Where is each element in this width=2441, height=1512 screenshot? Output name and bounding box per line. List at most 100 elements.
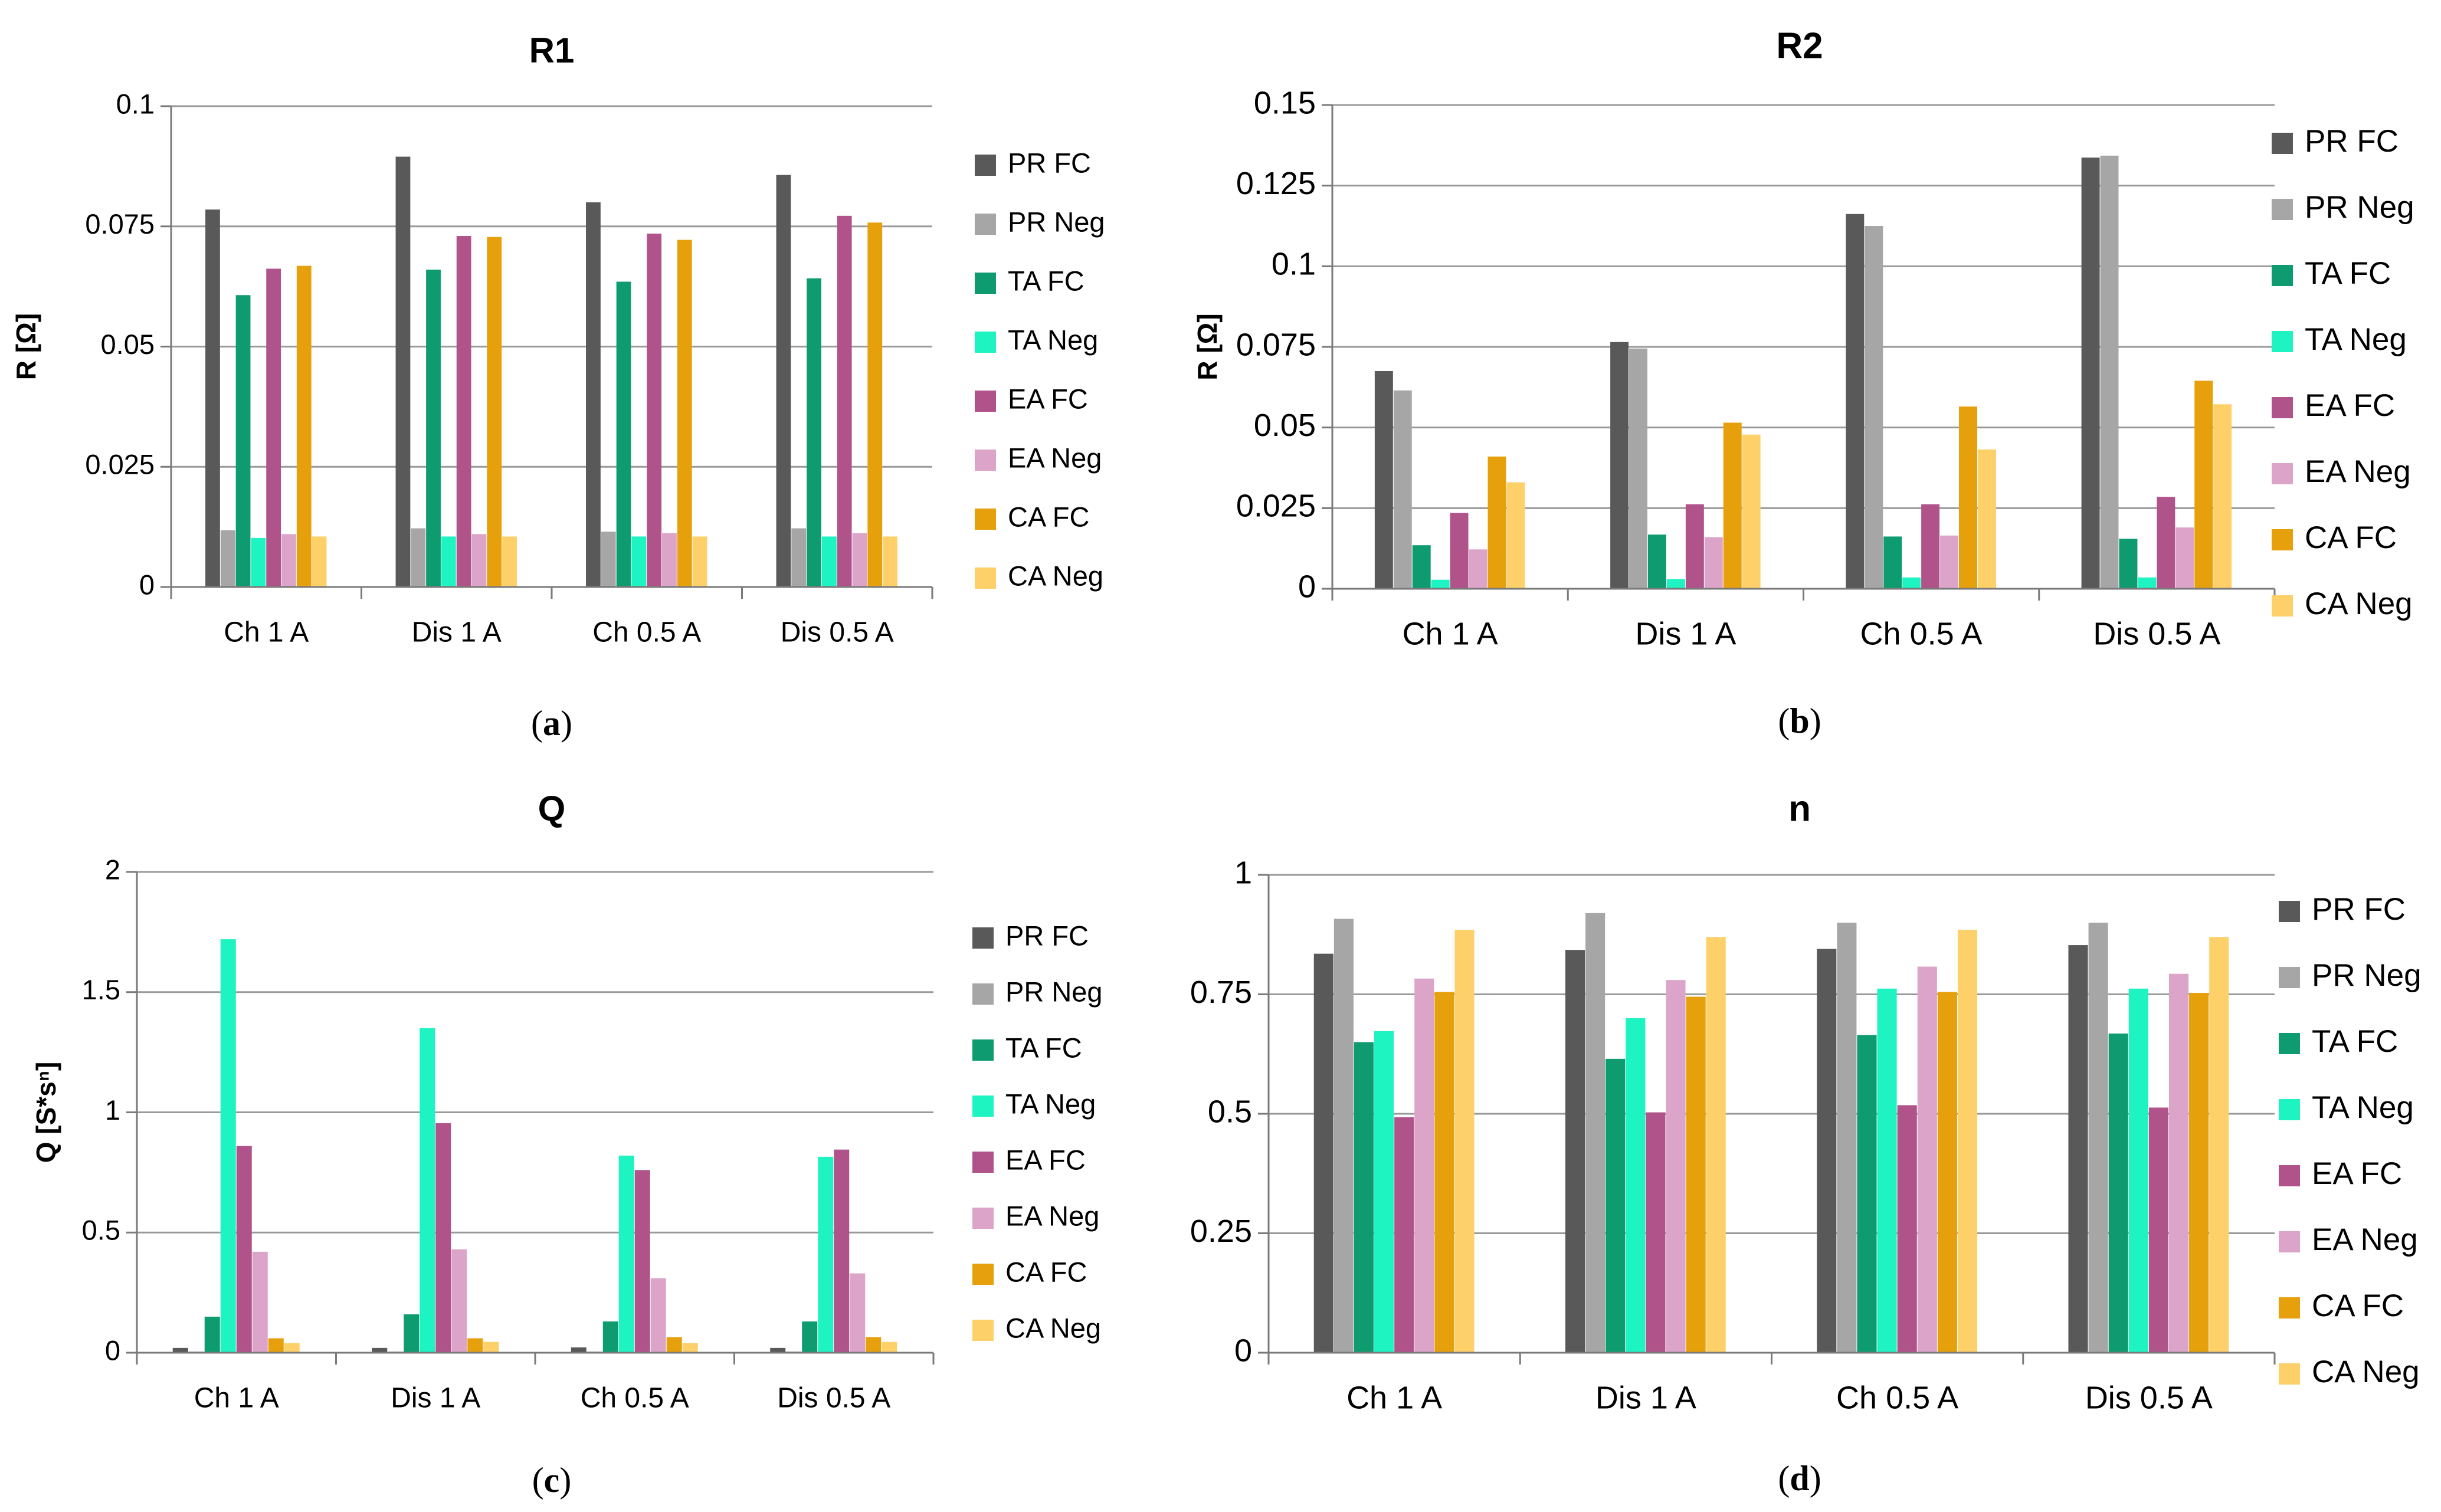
panel-caption-letter: b [1790,701,1809,740]
panel-caption-letter: d [1790,1459,1809,1498]
bar-ta-neg-2 [441,536,456,587]
legend-entry: EA FC [2305,388,2395,423]
legend-entry: PR Neg [1005,976,1103,1007]
bar-ca-fc-1 [1487,456,1506,589]
y-tick-label: 0.05 [1254,408,1316,443]
x-tick-label: Ch 0.5 A [581,1383,689,1414]
bar-ea-fc-1 [236,1146,252,1353]
bar-ca-neg-1 [1506,482,1525,589]
bar-ca-fc-3 [666,1337,682,1353]
legend-entry: TA FC [1008,265,1084,296]
bar-ta-fc-1 [204,1316,220,1353]
panel-caption-open: ( [1778,701,1790,740]
bar-pr-fc-3 [1817,949,1837,1353]
bar-ca-neg-3 [1957,930,1978,1353]
legend-swatch [2279,1099,2300,1120]
panel-caption: (b) [1778,701,1821,740]
panel-caption: (a) [531,704,572,743]
legend-entry: TA Neg [1005,1088,1096,1119]
legend-entry: CA Neg [1008,560,1103,591]
bar-ea-neg-2 [451,1249,467,1353]
bar-ca-neg-4 [883,536,897,587]
bar-ta-neg-1 [1431,579,1450,589]
bar-pr-neg-4 [2100,155,2119,589]
bar-ea-neg-3 [1940,535,1959,589]
bar-ea-fc-2 [435,1123,451,1353]
legend-entry: TA Neg [2305,322,2407,357]
legend-swatch [972,1039,994,1061]
bar-ca-fc-2 [1686,996,1706,1353]
panel-caption-open: ( [1778,1459,1790,1498]
bar-ea-fc-2 [1685,504,1704,589]
y-tick-label: 0.075 [1236,327,1316,362]
legend-swatch [2279,1363,2300,1385]
bar-ea-neg-1 [1414,978,1434,1353]
bar-ta-fc-1 [1412,545,1431,589]
chart-panel-b: R2 0 0.025 0.05 0.075 0.1 0.125 0.15 R [Ω] Ch 1 A… [1192,25,2414,740]
legend-entry: CA FC [1005,1256,1087,1287]
legend-entry: PR Neg [1008,206,1105,237]
legend-entry: PR Neg [2305,190,2414,225]
legend-swatch [2279,1165,2300,1186]
bar-ca-neg-2 [1706,937,1726,1353]
y-tick-label: 0.1 [116,88,155,119]
bar-pr-fc-2 [395,156,411,587]
x-tick-label: Dis 1 A [1595,1380,1696,1415]
legend: PR FC PR Neg TA FC TA Neg EA FC EA Neg CA FC CA… [975,147,1105,591]
legend-entry: TA FC [2305,256,2391,291]
legend-swatch [2279,1033,2300,1054]
legend-swatch [972,1208,994,1229]
y-tick-label: 0.125 [1236,166,1316,201]
bar-ca-neg-2 [483,1342,499,1353]
legend-swatch [972,1152,994,1173]
bar-ca-fc-4 [866,1337,882,1353]
legend-entry: EA Neg [2312,1222,2418,1257]
bar-ta-fc-3 [616,281,631,588]
bar-ca-fc-4 [2194,381,2213,589]
bar-ea-neg-4 [2168,973,2189,1353]
x-tick-label: Dis 0.5 A [2093,616,2220,651]
panel-caption-close: ) [561,704,572,743]
bar-ca-neg-4 [2209,937,2229,1353]
bar-ea-fc-4 [834,1149,850,1353]
y-tick-label: 0.5 [82,1215,120,1246]
bar-ea-neg-4 [2175,527,2194,589]
bar-pr-fc-3 [1846,214,1865,589]
bar-ta-fc-2 [1647,534,1666,589]
y-axis-label: R [Ω] [1192,313,1223,381]
bar-ca-neg-2 [1742,434,1761,589]
legend-entry: PR FC [2305,124,2399,159]
bar-ea-neg-2 [471,534,487,587]
bar-pr-neg-1 [1393,390,1412,589]
legend-swatch [2272,397,2293,418]
legend-entry: CA Neg [1005,1312,1101,1343]
bar-ta-neg-4 [821,536,837,587]
legend-swatch [975,332,996,353]
bar-ta-neg-3 [618,1155,634,1353]
panel-caption-close: ) [1810,701,1821,740]
legend-entry: EA Neg [2305,454,2411,489]
bar-ea-fc-4 [2157,497,2175,589]
bar-ea-neg-4 [850,1273,866,1353]
x-tick-label: Ch 0.5 A [592,617,701,648]
bar-ca-neg-4 [2213,404,2232,589]
x-tick-label: Ch 1 A [224,617,309,648]
bar-pr-fc-1 [172,1347,188,1353]
bar-ca-fc-4 [867,222,883,588]
bar-ta-neg-3 [1902,577,1921,589]
chart-panel-d: n 0 0.25 0.5 0.75 1 Ch 1 A Dis 1 A Ch 0.5 A Dis 0… [1190,788,2422,1497]
x-tick-label: Ch 0.5 A [1836,1380,1958,1415]
bar-pr-neg-3 [1837,923,1857,1353]
legend-entry: TA Neg [1008,324,1098,355]
legend-entry: CA FC [2305,520,2397,555]
bar-ea-neg-2 [1704,537,1723,589]
legend-entry: EA FC [1008,383,1088,414]
legend-entry: TA FC [1005,1032,1082,1063]
bar-ca-neg-4 [882,1342,897,1353]
bar-ta-neg-1 [1374,1031,1394,1353]
legend-swatch [975,155,996,176]
y-tick-label: 0.05 [101,329,155,360]
x-tick-label: Ch 1 A [1346,1380,1442,1415]
panel-caption-close: ) [1810,1459,1821,1498]
x-tick-label: Dis 0.5 A [781,617,894,648]
